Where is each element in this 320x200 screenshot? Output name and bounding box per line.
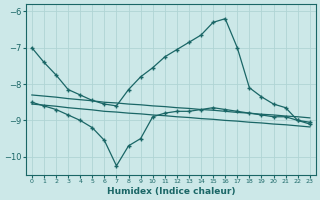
X-axis label: Humidex (Indice chaleur): Humidex (Indice chaleur): [107, 187, 235, 196]
